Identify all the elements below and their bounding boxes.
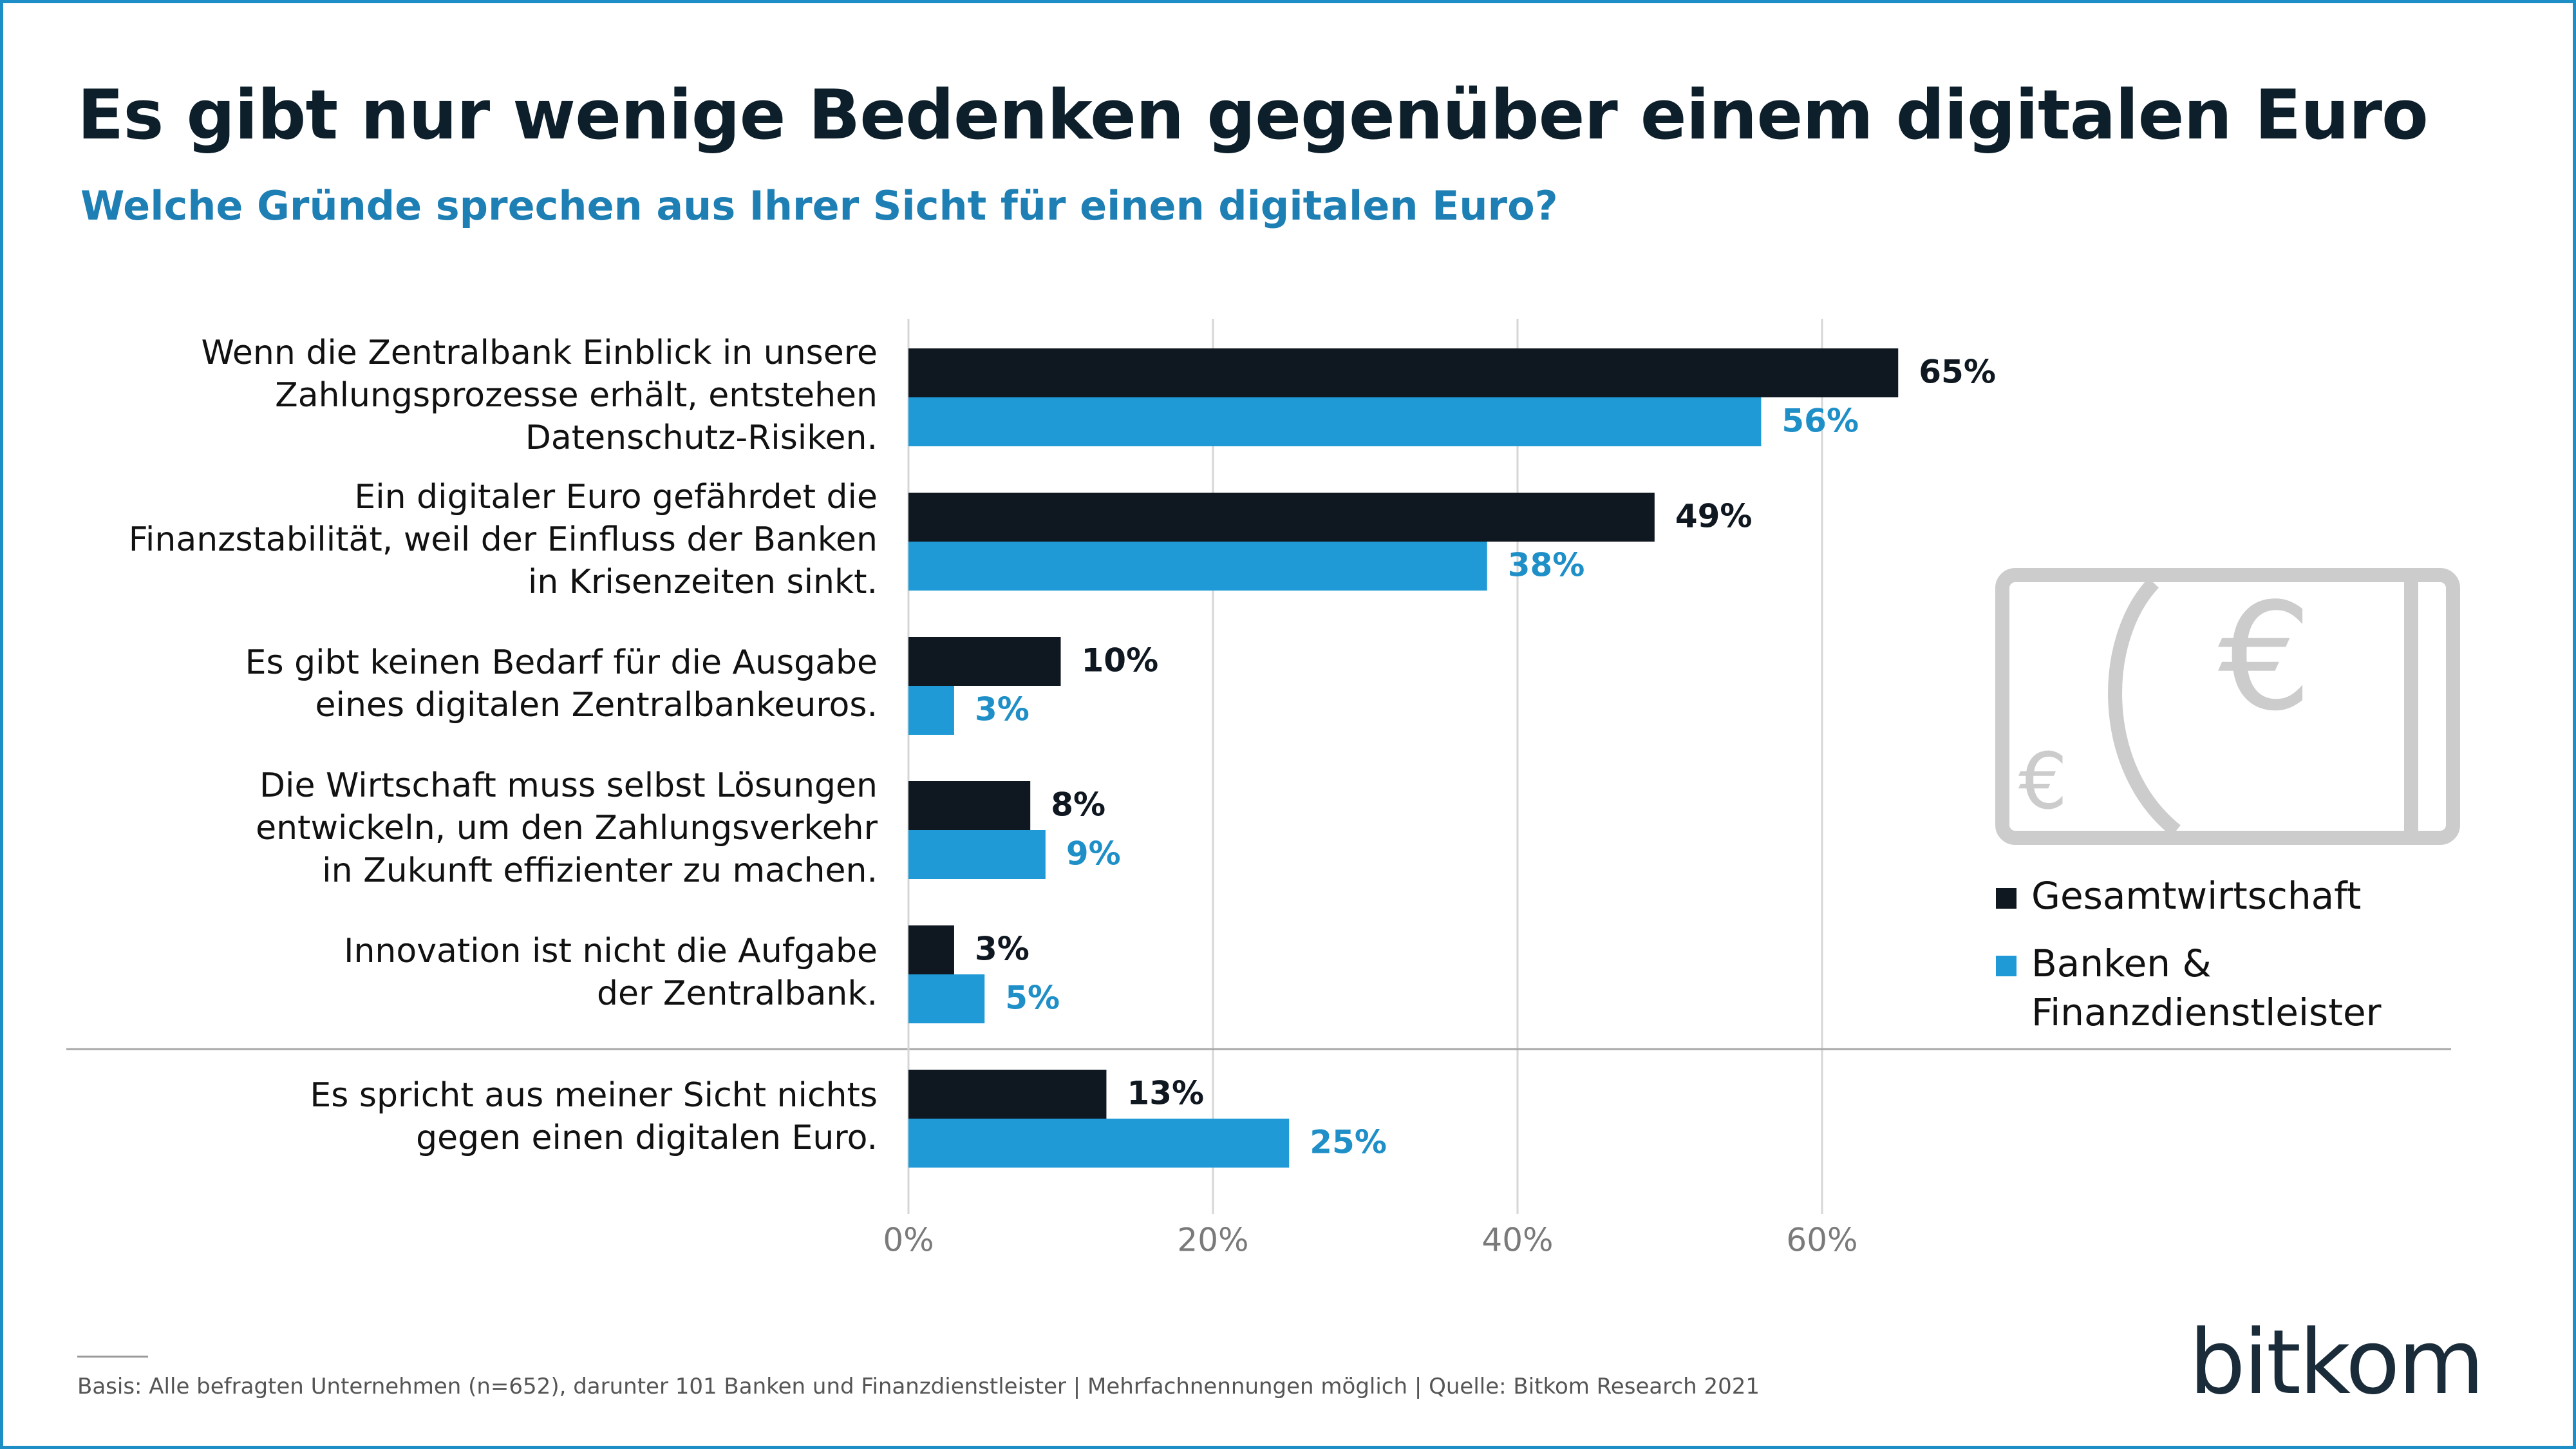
bitkom-logo: bitkom — [2189, 1311, 2485, 1414]
bar-gesamtwirtschaft-1 — [908, 493, 1655, 542]
bars — [908, 348, 1899, 1168]
category-label: Wenn die Zentralbank Einblick in unsere — [202, 334, 878, 372]
data-label: 5% — [1005, 980, 1060, 1017]
category-label: Zahlungsprozesse erhält, entstehen — [275, 376, 878, 415]
footer-divider — [77, 1356, 148, 1358]
data-label: 38% — [1508, 547, 1585, 584]
bar-banken-1 — [908, 542, 1487, 591]
svg-text:€: € — [2018, 737, 2067, 827]
data-label: 9% — [1066, 835, 1121, 873]
category-label: Innovation ist nicht die Aufgabe — [344, 932, 878, 971]
bar-chart: Wenn die Zentralbank Einblick in unsere Z… — [66, 319, 2460, 1259]
gridlines — [66, 319, 2451, 1214]
bar-gesamtwirtschaft-4 — [908, 925, 954, 974]
category-label: Die Wirtschaft muss selbst Lösungen — [259, 766, 878, 805]
bar-banken-3 — [908, 830, 1046, 879]
chart-title: Es gibt nur wenige Bedenken gegenüber ei… — [77, 75, 2429, 155]
bar-banken-2 — [908, 686, 954, 735]
bar-gesamtwirtschaft-5 — [908, 1070, 1107, 1119]
category-label: in Zukunft effizienter zu machen. — [322, 851, 878, 890]
legend-entry: Banken & — [2031, 942, 2212, 985]
legend: Gesamtwirtschaft Banken & Finanzdienstleis… — [1996, 874, 2382, 1034]
svg-text:€: € — [2218, 572, 2312, 744]
euro-banknote-icon: € € — [1995, 568, 2460, 845]
legend-swatch — [1996, 956, 2017, 976]
bar-banken-5 — [908, 1119, 1290, 1168]
data-label: 3% — [975, 931, 1029, 968]
value-labels: 65% 56% 49% 38% 10% 3% 8% 9% 3% 5% 13% 25% — [975, 354, 1996, 1161]
bar-banken-4 — [908, 974, 985, 1023]
data-label: 25% — [1310, 1124, 1387, 1161]
data-label: 10% — [1082, 642, 1159, 679]
chart-subtitle: Welche Gründe sprechen aus Ihrer Sicht f… — [80, 182, 1558, 229]
x-tick-label: 40% — [1481, 1222, 1553, 1259]
data-label: 3% — [975, 691, 1029, 728]
data-label: 65% — [1919, 354, 1996, 391]
x-tick-label: 20% — [1177, 1222, 1248, 1259]
category-label: Ein digitaler Euro gefährdet die — [354, 478, 878, 516]
legend-entry: Gesamtwirtschaft — [2031, 874, 2361, 918]
data-label: 13% — [1127, 1075, 1204, 1112]
legend-entry: Finanzdienstleister — [2031, 990, 2382, 1034]
x-tick-label: 0% — [883, 1222, 934, 1259]
x-tick-label: 60% — [1786, 1222, 1857, 1259]
category-label: Datenschutz-Risiken. — [525, 419, 878, 457]
category-label: gegen einen digitalen Euro. — [416, 1119, 878, 1157]
category-label: eines digitalen Zentralbankeuros. — [315, 686, 878, 724]
bar-gesamtwirtschaft-0 — [908, 348, 1899, 397]
category-labels: Wenn die Zentralbank Einblick in unsere Z… — [129, 334, 878, 1157]
bar-gesamtwirtschaft-2 — [908, 637, 1061, 686]
data-label: 8% — [1051, 786, 1105, 824]
category-label: in Krisenzeiten sinkt. — [528, 563, 878, 601]
legend-swatch — [1996, 888, 2017, 909]
category-label: Finanzstabilität, weil der Einfluss der … — [129, 520, 878, 559]
category-label: der Zentralbank. — [597, 974, 878, 1013]
category-label: entwickeln, um den Zahlungsverkehr — [256, 809, 878, 848]
data-label: 56% — [1782, 402, 1859, 440]
x-axis-ticks: 0% 20% 40% 60% — [883, 1222, 1857, 1259]
bar-banken-0 — [908, 397, 1762, 446]
bar-gesamtwirtschaft-3 — [908, 781, 1031, 830]
data-label: 49% — [1675, 498, 1753, 535]
footnote: Basis: Alle befragten Unternehmen (n=652… — [77, 1374, 1760, 1399]
category-label: Es spricht aus meiner Sicht nichts — [310, 1076, 878, 1115]
category-label: Es gibt keinen Bedarf für die Ausgabe — [245, 643, 878, 682]
